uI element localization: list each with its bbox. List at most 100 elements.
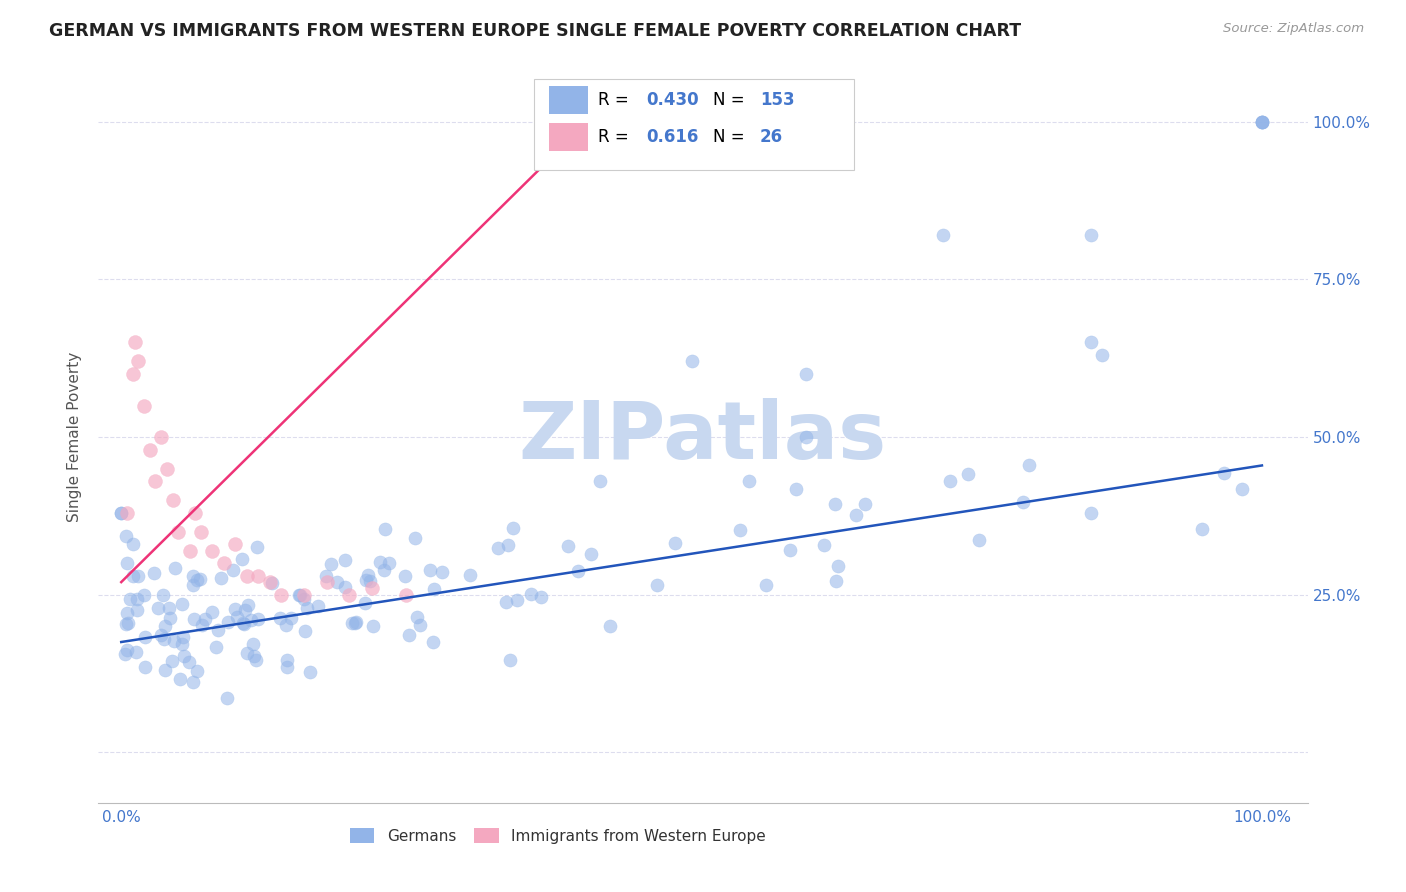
Point (121, 569, 143, 583)
Point (134, 631, 156, 645)
Point (337, 588, 360, 602)
Point (162, 493, 184, 508)
Text: GERMAN VS IMMIGRANTS FROM WESTERN EUROPE SINGLE FEMALE POVERTY CORRELATION CHART: GERMAN VS IMMIGRANTS FROM WESTERN EUROPE… (49, 22, 1021, 40)
Point (422, 634, 444, 648)
Point (486, 541, 509, 555)
Point (115, 556, 138, 570)
Text: 26: 26 (759, 128, 783, 146)
Point (110, 506, 132, 520)
Point (827, 559, 849, 574)
Point (458, 568, 481, 582)
Point (165, 561, 187, 575)
Point (276, 652, 298, 666)
Point (405, 610, 427, 624)
Point (294, 624, 316, 639)
Point (361, 582, 384, 596)
Point (132, 588, 155, 602)
Point (117, 616, 139, 631)
Point (737, 474, 759, 488)
Point (231, 551, 253, 566)
Point (270, 588, 292, 602)
Point (1251, 115, 1274, 129)
Point (581, 547, 603, 561)
Point (179, 543, 201, 558)
Point (813, 538, 835, 552)
Point (499, 653, 522, 667)
FancyBboxPatch shape (550, 87, 588, 114)
Point (495, 595, 517, 609)
Point (326, 575, 349, 590)
Point (1230, 482, 1253, 496)
Point (173, 649, 195, 664)
Point (246, 540, 269, 554)
Text: N =: N = (713, 91, 749, 109)
Point (259, 575, 281, 590)
Point (825, 574, 848, 588)
Point (125, 645, 148, 659)
Point (217, 615, 239, 630)
Point (156, 461, 179, 475)
Point (134, 660, 156, 674)
Point (361, 619, 384, 633)
Point (567, 564, 589, 578)
Point (115, 506, 138, 520)
Point (377, 556, 399, 570)
Point (1080, 506, 1102, 520)
Point (335, 553, 357, 567)
Point (205, 640, 228, 654)
Point (530, 590, 553, 604)
Point (292, 588, 315, 602)
Point (127, 569, 149, 583)
Point (170, 597, 193, 611)
Text: 153: 153 (759, 91, 794, 109)
Point (368, 555, 391, 569)
Point (845, 508, 868, 523)
Point (599, 618, 621, 632)
Point (423, 582, 446, 596)
Point (232, 615, 254, 630)
Point (124, 335, 146, 350)
Point (354, 573, 377, 587)
Point (236, 646, 259, 660)
Point (297, 601, 319, 615)
Point (142, 566, 165, 581)
Point (419, 563, 441, 577)
Point (374, 522, 396, 536)
Point (186, 664, 208, 678)
Point (315, 575, 337, 590)
Point (167, 524, 190, 539)
Point (779, 542, 801, 557)
Point (1251, 115, 1274, 129)
Point (398, 628, 420, 642)
Point (280, 611, 302, 625)
Legend: Germans, Immigrants from Western Europe: Germans, Immigrants from Western Europe (344, 822, 772, 850)
Point (274, 617, 297, 632)
Point (506, 592, 529, 607)
Point (340, 615, 363, 630)
Point (153, 663, 176, 677)
Point (184, 506, 207, 520)
Point (307, 599, 329, 613)
Point (728, 523, 751, 537)
Point (853, 497, 876, 511)
Point (114, 647, 136, 661)
Point (299, 665, 322, 679)
Point (794, 430, 817, 444)
Point (1251, 115, 1274, 129)
Point (115, 616, 138, 631)
Point (288, 588, 311, 602)
FancyBboxPatch shape (534, 78, 855, 170)
Point (127, 602, 149, 616)
Point (149, 628, 172, 642)
Point (1191, 522, 1213, 536)
Point (169, 672, 191, 686)
Point (212, 556, 235, 570)
Point (183, 612, 205, 626)
Point (242, 637, 264, 651)
Point (353, 596, 375, 610)
Point (190, 618, 212, 632)
Point (260, 575, 283, 590)
Point (404, 531, 426, 545)
Point (395, 588, 418, 602)
Point (115, 643, 138, 657)
